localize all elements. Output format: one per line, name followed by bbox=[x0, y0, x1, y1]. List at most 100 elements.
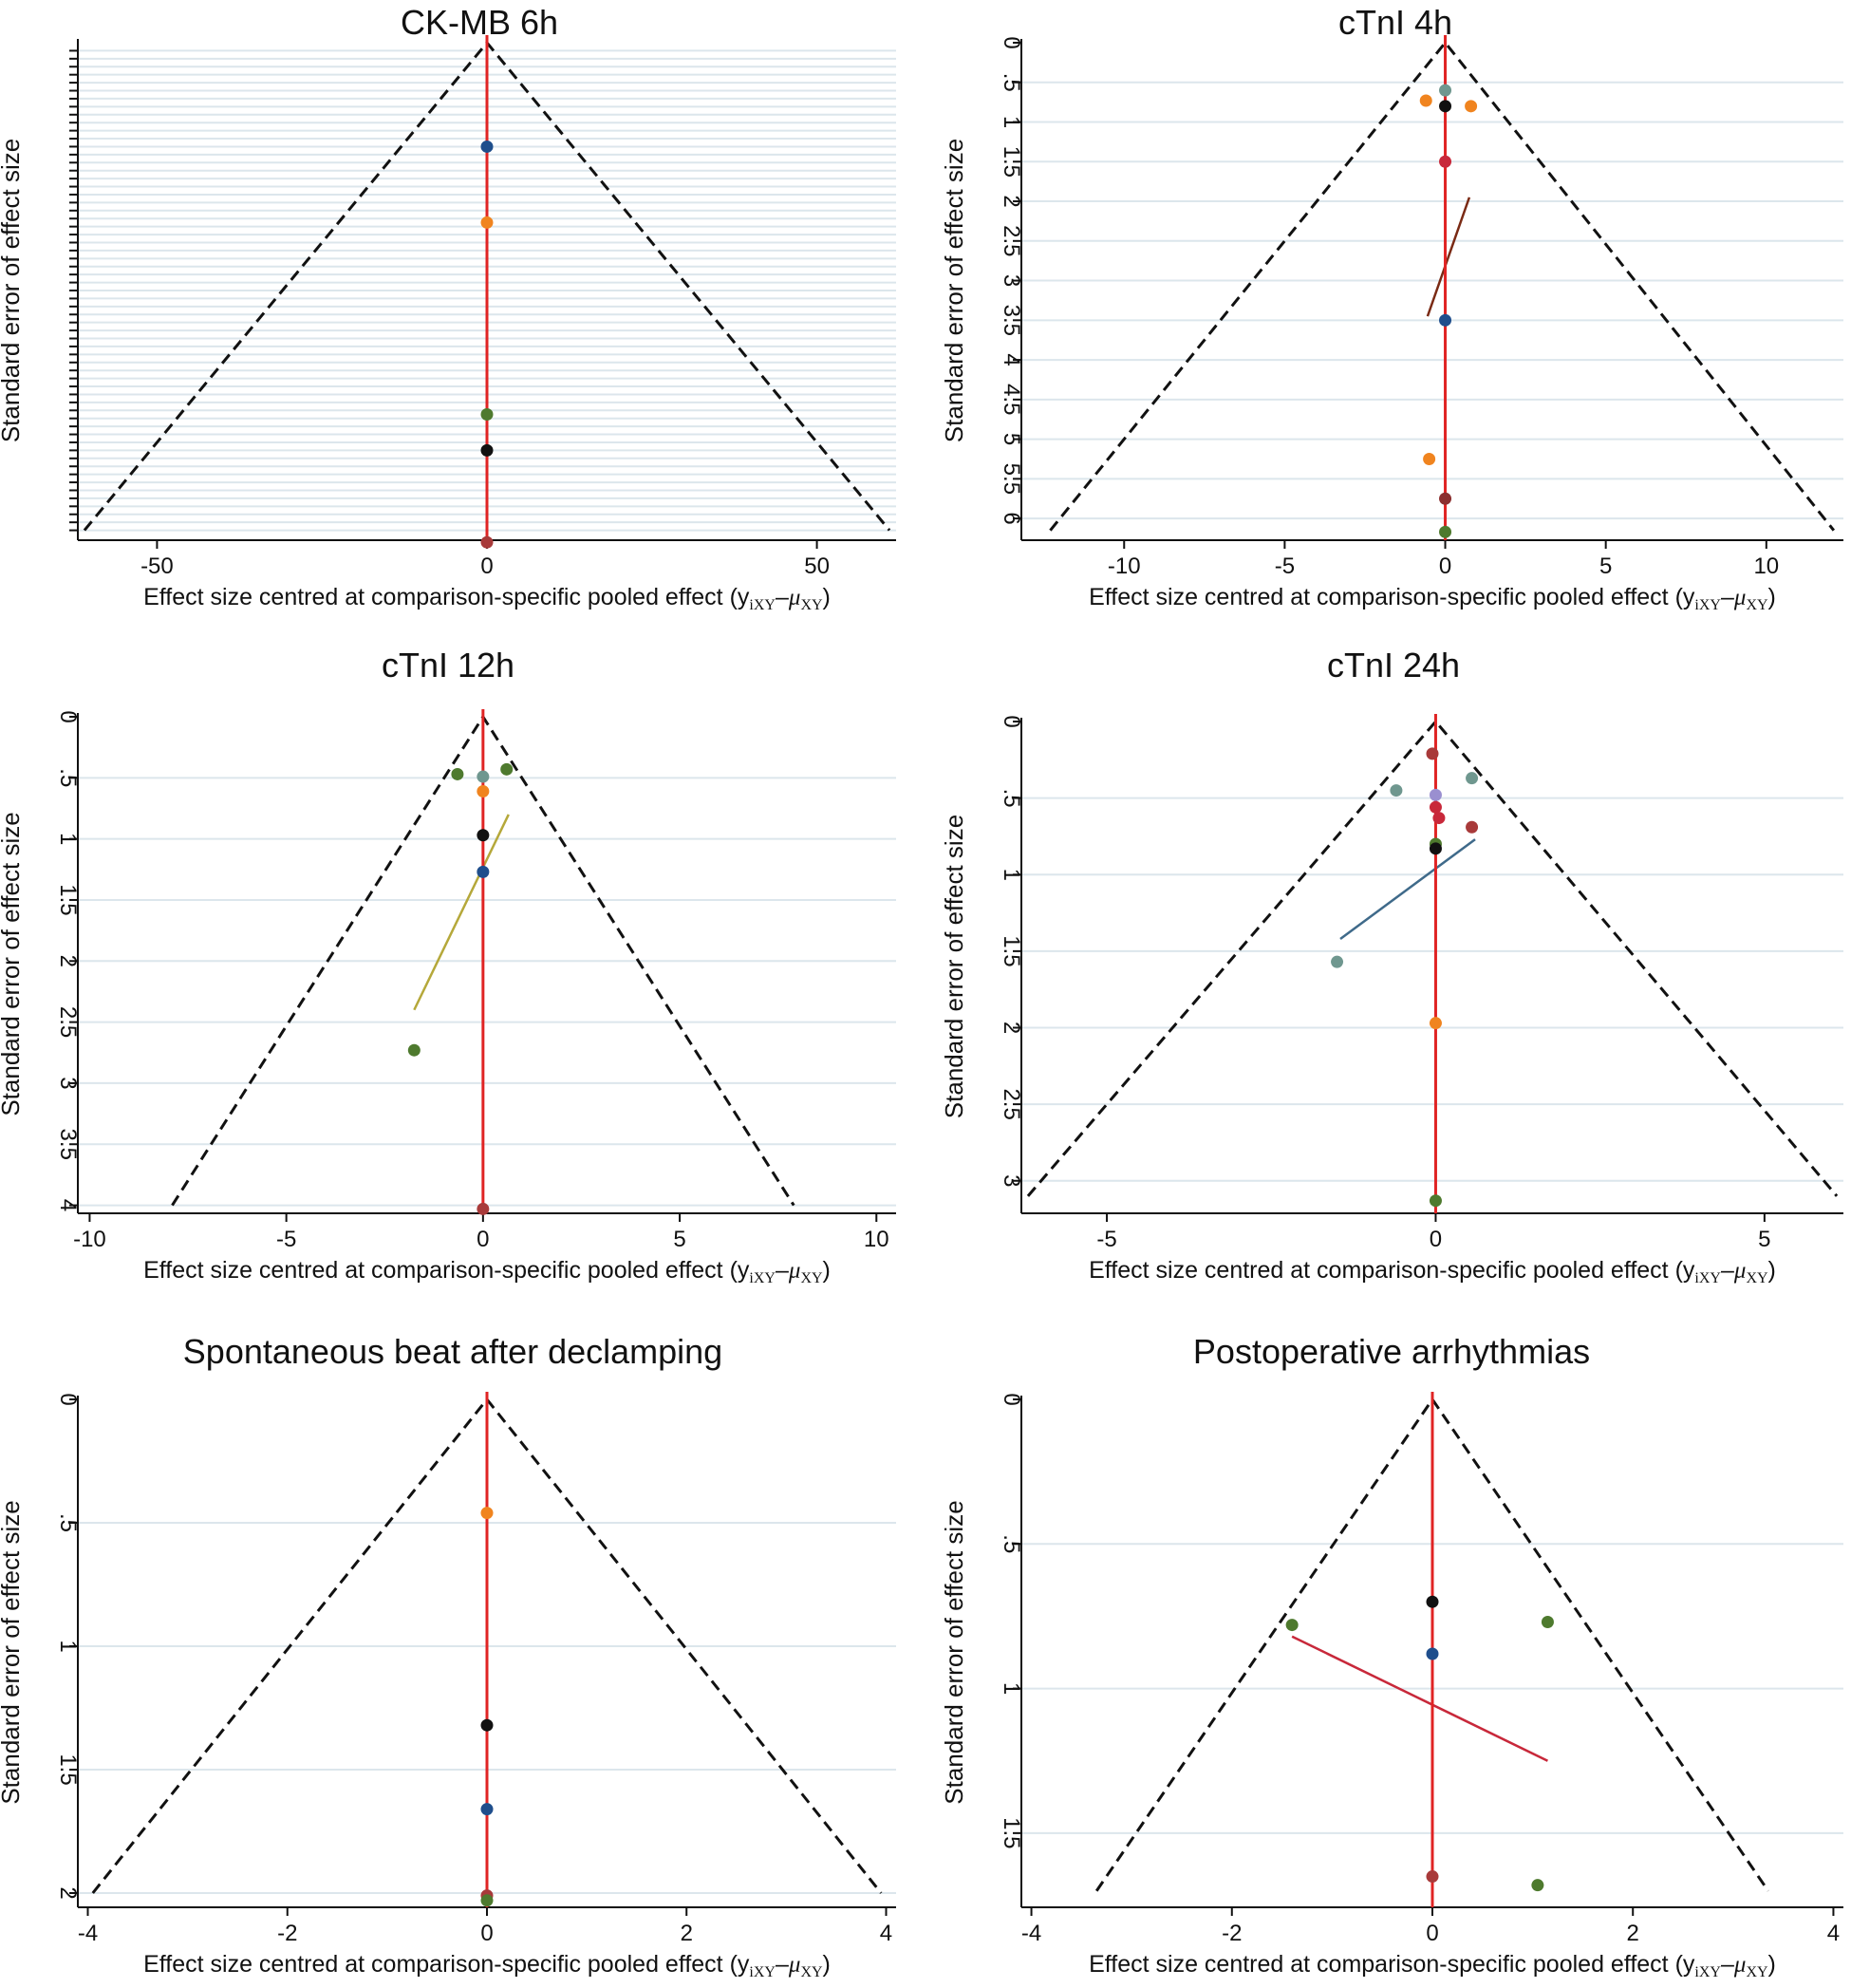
x-axis-label: Effect size centred at comparison-specif… bbox=[143, 1257, 831, 1286]
y-tick-label: 0 bbox=[55, 1393, 81, 1405]
x-axis-label-sub: XY bbox=[800, 597, 823, 613]
data-point bbox=[1429, 1017, 1442, 1030]
x-axis-label-open: (y bbox=[723, 584, 750, 610]
y-tick-label: 1 bbox=[999, 1682, 1024, 1695]
data-point bbox=[480, 1507, 494, 1520]
data-point bbox=[1439, 84, 1452, 97]
x-tick-label: -2 bbox=[1222, 1921, 1242, 1946]
x-tick-label: 0 bbox=[1426, 1921, 1438, 1946]
x-tick-label: 0 bbox=[477, 1227, 489, 1252]
y-tick-label: .5 bbox=[55, 1513, 81, 1532]
x-axis-label-sub: XY bbox=[800, 1964, 823, 1980]
x-tick-label: 2 bbox=[681, 1921, 693, 1946]
data-point bbox=[451, 767, 464, 780]
x-axis-label-mu: μ bbox=[1733, 1952, 1747, 1978]
x-tick-label: 10 bbox=[1753, 553, 1779, 579]
x-axis-label-sub: iXY bbox=[1694, 1964, 1721, 1980]
x-axis-label-main: Effect size centred at comparison-specif… bbox=[143, 1951, 723, 1978]
data-point bbox=[1426, 1647, 1439, 1660]
x-axis-label: Effect size centred at comparison-specif… bbox=[143, 584, 831, 613]
x-axis-label-close: ) bbox=[1768, 1257, 1776, 1284]
x-tick-label: 5 bbox=[1599, 553, 1612, 579]
x-axis-label-mu: μ bbox=[788, 585, 801, 610]
x-axis-label-close: ) bbox=[823, 584, 831, 610]
data-point bbox=[1541, 1616, 1554, 1629]
y-tick-label: .5 bbox=[55, 768, 81, 787]
data-point bbox=[1439, 492, 1452, 505]
y-tick-label: .5 bbox=[999, 789, 1024, 808]
x-tick-label: -4 bbox=[1021, 1921, 1041, 1946]
x-axis-label-sub: XY bbox=[800, 1270, 823, 1286]
y-tick-label: 3 bbox=[999, 274, 1024, 287]
x-axis-label-close: ) bbox=[823, 1951, 831, 1978]
data-point bbox=[1429, 1194, 1442, 1208]
funnel-plot-panel: 0 .5 1 1.5 -4 -2 0 2 4 Postoperative arrhythmias S… bbox=[940, 1332, 1843, 1980]
x-tick-label: 50 bbox=[804, 553, 830, 579]
x-axis-label-mu: μ bbox=[1733, 585, 1747, 610]
y-tick-label: .5 bbox=[999, 73, 1024, 92]
data-point bbox=[1285, 1619, 1299, 1632]
x-axis-label-open: (y bbox=[1669, 1257, 1695, 1284]
y-tick-label: 1 bbox=[55, 1640, 81, 1652]
data-point bbox=[1432, 812, 1446, 825]
x-axis-label: Effect size centred at comparison-specif… bbox=[143, 1951, 831, 1980]
x-axis-label-sub: iXY bbox=[1694, 1270, 1721, 1286]
y-tick-label: 2 bbox=[999, 195, 1024, 207]
x-tick-label: -5 bbox=[1096, 1227, 1116, 1252]
x-tick-label: 2 bbox=[1627, 1921, 1639, 1946]
y-tick-label: 2.5 bbox=[55, 1006, 81, 1038]
x-axis-label-sub: XY bbox=[1746, 597, 1768, 613]
data-point bbox=[477, 770, 490, 783]
y-tick-label: 1.5 bbox=[55, 884, 81, 915]
data-point bbox=[477, 829, 490, 842]
data-point bbox=[1429, 800, 1442, 814]
data-point bbox=[1466, 772, 1479, 785]
y-axis-label: Standard error of effect size bbox=[940, 139, 968, 442]
y-tick-label: 2 bbox=[55, 955, 81, 967]
x-axis-label-open: (y bbox=[723, 1257, 750, 1284]
data-point bbox=[1531, 1879, 1544, 1892]
funnel-plot-panel: 0 .5 1 1.5 2 2.5 3 3.5 4 -10 -5 0 5 10 cTnI 12h Standar… bbox=[0, 646, 896, 1286]
x-tick-label: 4 bbox=[1827, 1921, 1840, 1946]
regression-line bbox=[1426, 197, 1471, 317]
x-axis-label-mu: μ bbox=[788, 1258, 801, 1284]
y-tick-label: 3 bbox=[55, 1077, 81, 1089]
data-point bbox=[1429, 842, 1442, 855]
y-tick-label: 1 bbox=[55, 833, 81, 845]
x-tick-label: 0 bbox=[480, 1921, 493, 1946]
x-axis-label: Effect size centred at comparison-specif… bbox=[1089, 584, 1776, 613]
x-axis-label-dash: – bbox=[1721, 1951, 1734, 1978]
x-axis-label-sub: iXY bbox=[749, 597, 776, 613]
x-axis-label-dash: – bbox=[776, 584, 789, 610]
y-tick-label: 1 bbox=[999, 869, 1024, 881]
y-tick-label: 1.5 bbox=[999, 935, 1024, 966]
regression-line bbox=[413, 814, 510, 1011]
data-point bbox=[1439, 155, 1452, 168]
data-point bbox=[1465, 100, 1478, 113]
data-point bbox=[500, 762, 514, 776]
panel-title: cTnI 4h bbox=[1338, 3, 1452, 42]
y-tick-label: 1.5 bbox=[55, 1754, 81, 1785]
y-tick-label: 4 bbox=[55, 1199, 81, 1211]
panel-title: cTnI 12h bbox=[382, 646, 514, 685]
x-axis-label: Effect size centred at comparison-specif… bbox=[1089, 1257, 1776, 1286]
x-tick-label: 4 bbox=[880, 1921, 892, 1946]
panel-title: CK-MB 6h bbox=[401, 3, 558, 42]
x-axis-label-close: ) bbox=[1768, 1951, 1776, 1978]
y-tick-label: 3 bbox=[999, 1174, 1024, 1187]
x-axis-label-main: Effect size centred at comparison-specif… bbox=[1089, 1951, 1669, 1978]
x-axis-label: Effect size centred at comparison-specif… bbox=[1089, 1951, 1776, 1980]
data-point bbox=[480, 1718, 494, 1732]
y-tick-label: 2 bbox=[999, 1022, 1024, 1034]
y-tick-label: 4.5 bbox=[999, 384, 1024, 415]
data-point bbox=[1439, 313, 1452, 327]
funnel-boundary bbox=[1049, 40, 1836, 532]
x-axis-label-main: Effect size centred at comparison-specif… bbox=[143, 584, 723, 610]
x-axis-label-dash: – bbox=[776, 1257, 789, 1284]
y-tick-label: 1.5 bbox=[999, 146, 1024, 178]
y-tick-label: 0 bbox=[999, 715, 1024, 727]
data-point bbox=[407, 1043, 421, 1057]
data-point bbox=[480, 443, 494, 457]
y-tick-label: 3.5 bbox=[999, 305, 1024, 336]
x-axis-label-open: (y bbox=[1669, 584, 1695, 610]
